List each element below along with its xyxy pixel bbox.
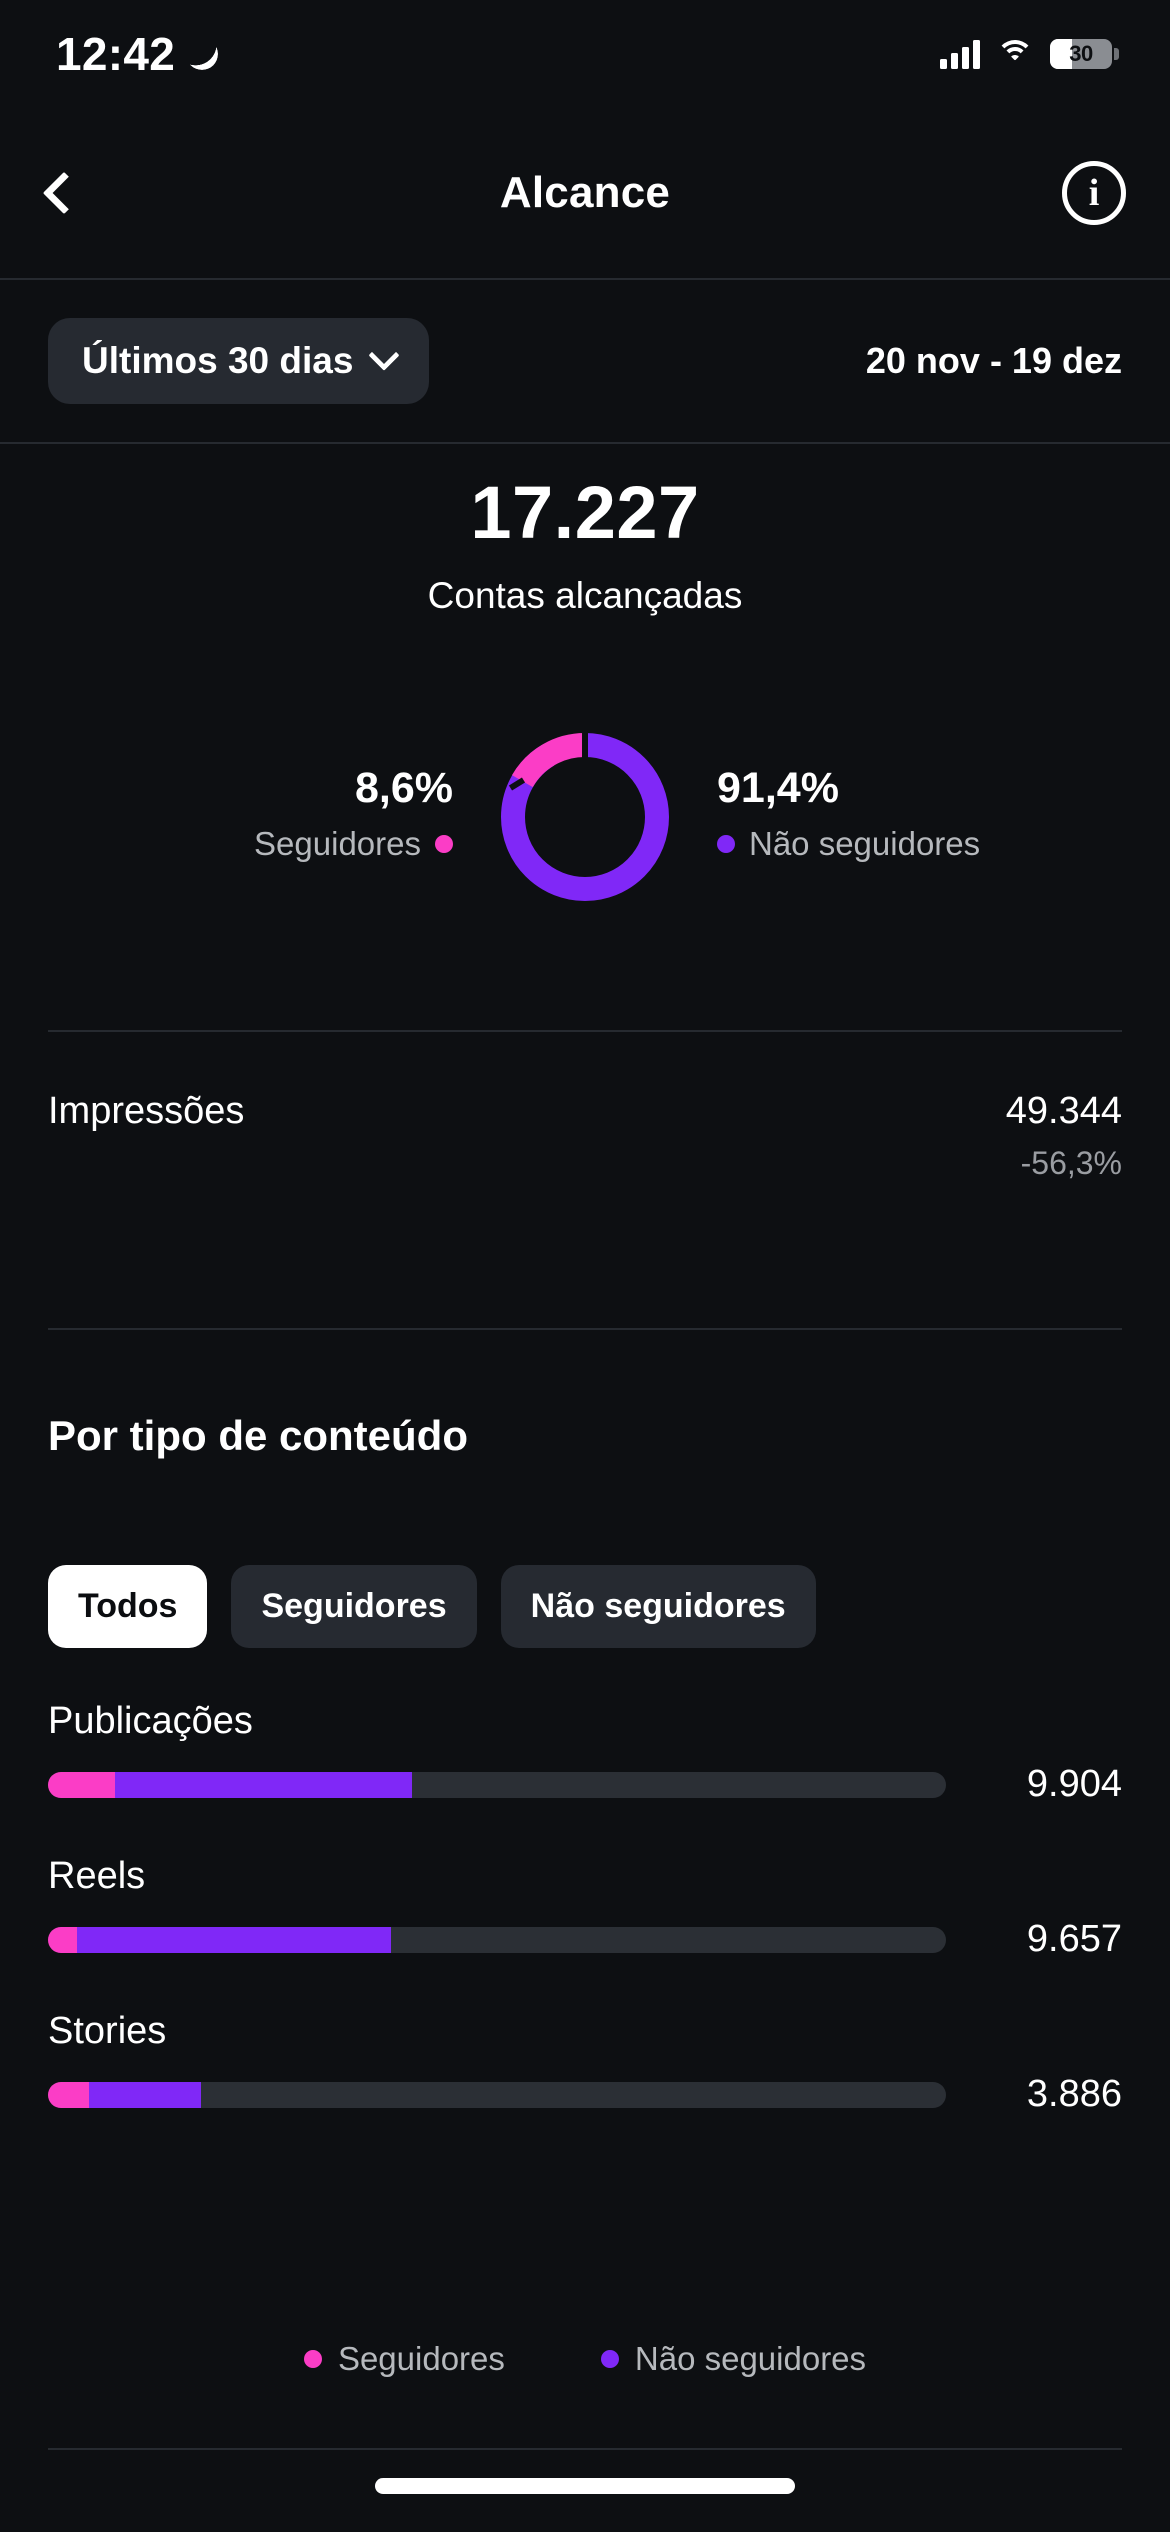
bar-label: Publicações: [48, 1700, 253, 1742]
bar-track: [48, 2081, 946, 2108]
chart-legend: Seguidores Não seguidores: [0, 2340, 1170, 2378]
impressions-delta: -56,3%: [1020, 1145, 1122, 1181]
non-followers-label: Não seguidores: [749, 825, 981, 862]
impressions-row[interactable]: Impressões 49.344 -56,3%: [48, 1030, 1122, 1182]
info-circle-icon: i: [1088, 172, 1100, 214]
home-indicator[interactable]: [375, 2478, 795, 2494]
chip-seguidores[interactable]: Seguidores: [231, 1565, 477, 1648]
status-time: 12:42: [56, 28, 176, 80]
followers-percent: 8,6%: [354, 764, 453, 812]
audience-filter-chips: Todos Seguidores Não seguidores: [48, 1565, 816, 1648]
reach-donut-chart: [496, 728, 674, 906]
followers-color-dot: [435, 835, 453, 853]
followers-breakdown-chart: 8,6% Seguidores 91,4% Não seguidores: [0, 722, 1170, 912]
wifi-icon: [996, 40, 1034, 68]
followers-label: Seguidores: [254, 825, 421, 862]
bar-row-stories[interactable]: Stories 3.886: [48, 2010, 1122, 2116]
accounts-reached-value: 17.227: [470, 471, 700, 554]
content-type-heading: Por tipo de conteúdo: [48, 1412, 468, 1459]
bar-row-reels[interactable]: Reels 9.657: [48, 1855, 1122, 1961]
bar-segment-followers: [48, 1926, 77, 1953]
impressions-label: Impressões: [48, 1090, 245, 1132]
bar-track: [48, 1926, 946, 1953]
bar-label: Stories: [48, 2010, 167, 2052]
reach-summary: 17.227 Contas alcançadas: [0, 470, 1170, 617]
status-bar: 12:42 30: [0, 0, 1170, 108]
back-button[interactable]: [22, 151, 106, 235]
battery-icon: 30: [1050, 39, 1119, 69]
chevron-left-icon: [42, 171, 86, 215]
date-range-text: 20 nov - 19 dez: [865, 340, 1122, 381]
bar-value: 9.904: [1026, 1763, 1122, 1805]
legend-item-followers: Seguidores: [303, 2340, 505, 2378]
battery-percent-label: 30: [1069, 41, 1093, 66]
bar-segment-non-followers: [115, 1771, 412, 1798]
status-bar-right: 30: [940, 39, 1119, 69]
chip-nao-seguidores[interactable]: Não seguidores: [500, 1565, 816, 1648]
divider-under-navbar: [0, 278, 1170, 280]
bar-value: 9.657: [1026, 1918, 1122, 1960]
divider-under-filter: [0, 442, 1170, 444]
status-bar-left: 12:42: [56, 27, 218, 81]
non-followers-color-dot: [717, 835, 735, 853]
date-filter-row: Últimos 30 dias 20 nov - 19 dez: [0, 280, 1170, 442]
non-followers-stat: 91,4% Não seguidores: [717, 764, 980, 863]
date-range-dropdown[interactable]: Últimos 30 dias: [48, 318, 430, 404]
legend-item-non-followers: Não seguidores: [600, 2340, 867, 2378]
bar-value: 3.886: [1026, 2073, 1122, 2115]
navigation-bar: Alcance i: [0, 108, 1170, 278]
legend-dot-followers: [303, 2350, 322, 2368]
bar-segment-followers: [48, 1771, 116, 1798]
date-range-dropdown-label: Últimos 30 dias: [82, 340, 354, 381]
bar-track: [48, 1771, 946, 1798]
legend-label: Seguidores: [337, 2340, 505, 2377]
battery-fill: [1050, 39, 1073, 69]
battery-tip: [1114, 48, 1119, 60]
accounts-reached-label: Contas alcançadas: [427, 575, 743, 616]
non-followers-percent: 91,4%: [717, 764, 839, 812]
bar-segment-non-followers: [89, 2081, 201, 2108]
legend-dot-non-followers: [600, 2350, 619, 2368]
bar-segment-non-followers: [76, 1926, 392, 1953]
bar-row-publicacoes[interactable]: Publicações 9.904: [48, 1700, 1122, 1806]
bar-label: Reels: [48, 1855, 146, 1897]
followers-stat: 8,6% Seguidores: [254, 764, 453, 863]
crescent-moon-icon: [186, 38, 218, 70]
divider-above-impressions: [48, 1030, 1122, 1032]
impressions-value: 49.344: [1005, 1090, 1122, 1132]
chip-todos[interactable]: Todos: [48, 1565, 208, 1648]
bar-segment-followers: [48, 2081, 90, 2108]
legend-label: Não seguidores: [634, 2340, 867, 2377]
info-button[interactable]: i: [1062, 161, 1126, 225]
chevron-down-icon: [368, 339, 400, 371]
divider-bottom: [48, 2448, 1122, 2450]
page-title: Alcance: [499, 168, 671, 217]
cellular-signal-icon: [940, 39, 980, 69]
divider-below-impressions: [48, 1328, 1122, 1330]
